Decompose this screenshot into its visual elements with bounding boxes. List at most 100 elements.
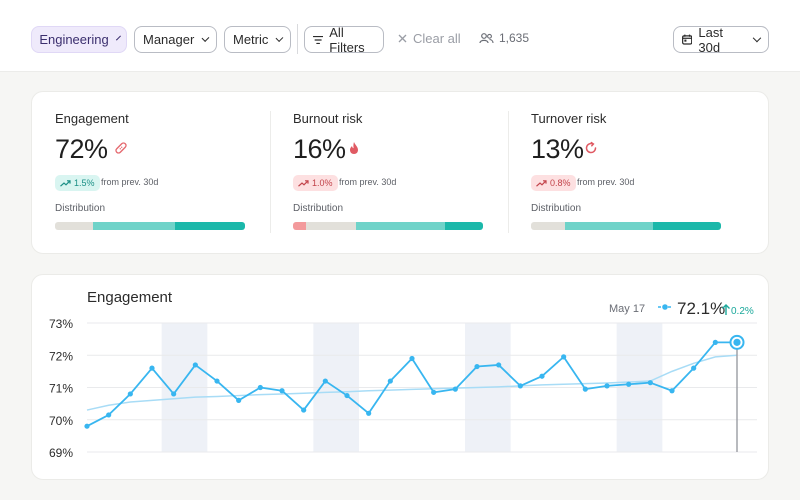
data-point[interactable] bbox=[452, 386, 458, 392]
metric-turnover-risk[interactable]: Turnover risk 13% 0.8% from prev. 30d Di… bbox=[531, 92, 746, 255]
data-point[interactable] bbox=[539, 373, 545, 379]
data-point[interactable] bbox=[474, 363, 480, 370]
data-point[interactable] bbox=[409, 355, 415, 362]
data-point[interactable] bbox=[149, 365, 155, 371]
highlight-point bbox=[733, 338, 741, 346]
data-point[interactable] bbox=[582, 386, 588, 392]
metric-delta-value: 1.0% bbox=[312, 178, 333, 188]
metric-delta-value: 0.8% bbox=[550, 178, 571, 188]
clear-all-button[interactable]: Clear all bbox=[398, 31, 461, 46]
filter-icon bbox=[313, 35, 324, 44]
distribution-segment bbox=[93, 222, 175, 230]
metric-filter[interactable]: Metric bbox=[224, 26, 291, 53]
data-point[interactable] bbox=[604, 383, 610, 389]
metric-delta-caption: from prev. 30d bbox=[101, 177, 159, 187]
all-filters-button[interactable]: All Filters bbox=[304, 24, 384, 55]
people-count: 1,635 bbox=[479, 31, 529, 45]
filter-divider bbox=[297, 24, 298, 54]
metric-delta-caption: from prev. 30d bbox=[339, 177, 397, 187]
metric-name: Turnover risk bbox=[531, 111, 607, 126]
engagement-line-chart[interactable]: 73% 72% 71% 70% 69% May 17 72.1% 0.2% bbox=[32, 275, 770, 481]
y-tick-label: 73% bbox=[49, 317, 73, 331]
metric-delta-badge: 1.5% bbox=[55, 175, 100, 191]
distribution-segment bbox=[652, 222, 721, 230]
chevron-down-icon bbox=[201, 34, 210, 42]
metric-burnout-risk[interactable]: Burnout risk 16% 1.0% from prev. 30d Dis… bbox=[293, 92, 508, 255]
metric-divider bbox=[508, 111, 509, 233]
distribution-segment bbox=[306, 222, 356, 230]
data-point[interactable] bbox=[431, 389, 437, 395]
distribution-segment bbox=[55, 222, 93, 230]
data-point[interactable] bbox=[626, 381, 632, 387]
metric-engagement[interactable]: Engagement 72% 1.5% from prev. 30d Distr… bbox=[55, 92, 270, 255]
data-point[interactable] bbox=[106, 412, 112, 418]
y-tick-label: 72% bbox=[49, 349, 73, 363]
distribution-bar bbox=[293, 222, 483, 230]
tooltip-series-icon bbox=[658, 304, 672, 310]
data-point[interactable] bbox=[712, 339, 718, 345]
metric-name: Engagement bbox=[55, 111, 129, 126]
trend-up-icon bbox=[298, 179, 309, 187]
y-tick-label: 71% bbox=[49, 382, 73, 396]
distribution-segment bbox=[565, 222, 653, 230]
manager-filter[interactable]: Manager bbox=[134, 26, 217, 53]
data-point[interactable] bbox=[214, 378, 220, 384]
clear-all-label: Clear all bbox=[413, 31, 461, 46]
data-point[interactable] bbox=[192, 362, 198, 368]
data-point[interactable] bbox=[669, 388, 675, 394]
data-point[interactable] bbox=[257, 384, 263, 391]
data-point[interactable] bbox=[387, 378, 393, 384]
tooltip-date: May 17 bbox=[609, 303, 645, 315]
metric-value: 13% bbox=[531, 134, 584, 164]
data-point[interactable] bbox=[171, 391, 177, 397]
data-point[interactable] bbox=[127, 391, 133, 397]
bandage-icon bbox=[115, 142, 127, 154]
data-point[interactable] bbox=[344, 392, 350, 399]
flame-icon bbox=[350, 142, 358, 154]
data-point[interactable] bbox=[691, 365, 697, 371]
date-range-picker[interactable]: Last 30d bbox=[673, 24, 769, 55]
engagement-chart-card: Engagement 73% 72% 71% 70% 69% May 17 72.1% … bbox=[31, 274, 769, 480]
team-filter-label: Engineering bbox=[39, 32, 109, 47]
distribution-bar bbox=[531, 222, 721, 230]
distribution-segment bbox=[355, 222, 445, 230]
metric-name: Burnout risk bbox=[293, 111, 363, 126]
data-point[interactable] bbox=[279, 388, 285, 394]
data-point[interactable] bbox=[236, 397, 242, 403]
distribution-label: Distribution bbox=[293, 203, 344, 214]
filter-bar: Engineering Manager Metric All Filters C… bbox=[0, 0, 800, 72]
distribution-label: Distribution bbox=[531, 203, 582, 214]
people-icon bbox=[479, 32, 494, 43]
data-point[interactable] bbox=[301, 407, 307, 413]
metric-delta-badge: 0.8% bbox=[531, 175, 576, 191]
y-tick-label: 69% bbox=[49, 446, 73, 460]
date-range-label: Last 30d bbox=[698, 24, 723, 55]
distribution-segment bbox=[174, 222, 245, 230]
data-point[interactable] bbox=[366, 410, 372, 416]
data-point[interactable] bbox=[322, 378, 328, 384]
all-filters-label: All Filters bbox=[329, 24, 365, 55]
refresh-icon bbox=[585, 141, 597, 154]
distribution-segment bbox=[293, 222, 307, 230]
close-icon bbox=[398, 34, 407, 43]
manager-filter-label: Manager bbox=[143, 32, 195, 47]
team-filter[interactable]: Engineering bbox=[31, 26, 127, 53]
distribution-segment bbox=[444, 222, 483, 230]
chevron-down-icon bbox=[275, 34, 284, 42]
metric-value: 16% bbox=[293, 134, 346, 164]
calendar-icon bbox=[682, 34, 693, 45]
people-count-value: 1,635 bbox=[499, 31, 530, 45]
data-point[interactable] bbox=[647, 380, 653, 386]
metrics-card: Engagement 72% 1.5% from prev. 30d Distr… bbox=[31, 91, 769, 254]
arrow-up-icon bbox=[722, 304, 730, 315]
tooltip-value: 72.1% bbox=[677, 299, 725, 318]
data-point[interactable] bbox=[561, 354, 567, 360]
metric-divider bbox=[270, 111, 271, 233]
metric-delta-badge: 1.0% bbox=[293, 175, 338, 191]
metric-value: 72% bbox=[55, 134, 108, 164]
distribution-segment bbox=[531, 222, 566, 230]
data-point[interactable] bbox=[84, 423, 90, 429]
data-point[interactable] bbox=[496, 362, 502, 368]
data-point[interactable] bbox=[517, 383, 523, 389]
metric-delta-value: 1.5% bbox=[74, 178, 95, 188]
